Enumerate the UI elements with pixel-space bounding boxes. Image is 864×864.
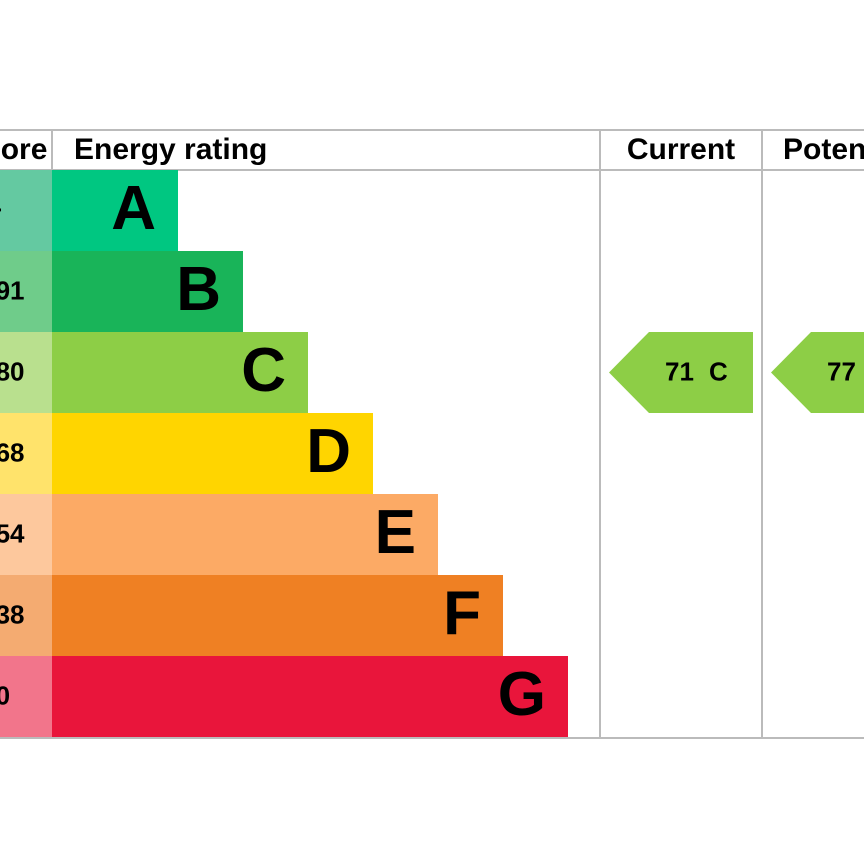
bands: 92+ A 81-91 B 69-80 C 55-68 D 39-54 E 21-38 F 1-20 G [0, 170, 568, 737]
rating-bar [52, 656, 568, 737]
score-range: 21-38 [0, 599, 25, 629]
rating-letter: D [306, 417, 351, 486]
score-cell [0, 494, 52, 575]
rating-letter: G [498, 660, 546, 729]
current-arrow [609, 332, 753, 413]
score-cell [0, 413, 52, 494]
rating-letter: B [176, 255, 221, 324]
potential-score: 77 [827, 356, 856, 386]
score-cell [0, 170, 52, 251]
rating-header: Energy rating [74, 133, 267, 166]
score-range: 55-68 [0, 437, 25, 467]
score-header: Score [0, 133, 47, 166]
score-range: 81-91 [0, 275, 25, 305]
current-band: C [709, 356, 728, 386]
rating-bar [52, 494, 438, 575]
arrows: 71C77C [609, 332, 864, 413]
score-cell [0, 332, 52, 413]
score-cell [0, 251, 52, 332]
score-range: 1-20 [0, 680, 10, 710]
rating-letter: C [241, 336, 286, 405]
current-score: 71 [665, 356, 694, 386]
score-range: 92+ [0, 194, 2, 224]
rating-bar [52, 413, 373, 494]
rating-bar [52, 332, 308, 413]
rating-bar [52, 170, 178, 251]
potential-arrow [771, 332, 864, 413]
current-header: Current [627, 133, 735, 166]
score-cell [0, 575, 52, 656]
score-range: 69-80 [0, 356, 25, 386]
rating-bar [52, 575, 503, 656]
rating-bar [52, 251, 243, 332]
score-cell [0, 656, 52, 737]
rating-letter: A [111, 174, 156, 243]
rating-letter: F [443, 579, 481, 648]
rating-letter: E [375, 498, 416, 567]
score-range: 39-54 [0, 518, 25, 548]
potential-header: Potential [783, 133, 864, 166]
